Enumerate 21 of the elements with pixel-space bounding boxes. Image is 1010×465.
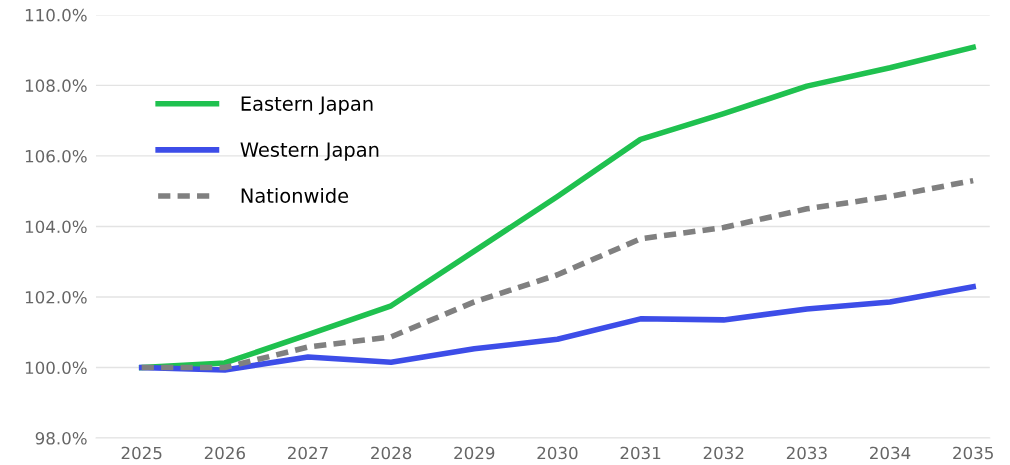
x-tick-label: 2031 (620, 446, 661, 460)
y-tick-label: 100.0% (25, 361, 87, 375)
y-tick-label: 104.0% (25, 220, 87, 234)
x-tick-label: 2029 (454, 446, 495, 460)
legend-label: Nationwide (241, 187, 349, 203)
x-tick-label: 2032 (703, 446, 744, 460)
y-tick-label: 110.0% (25, 8, 87, 22)
y-tick-label: 98.0% (35, 431, 87, 445)
x-tick-label: 2027 (287, 446, 328, 460)
x-tick-label: 2035 (953, 446, 993, 460)
x-tick-label: 2026 (204, 446, 245, 460)
x-tick-label: 2034 (870, 446, 911, 460)
y-tick-label: 108.0% (25, 79, 87, 92)
x-tick-label: 2025 (121, 446, 162, 460)
x-tick-label: 2028 (371, 446, 412, 460)
y-tick-label: 106.0% (25, 149, 87, 163)
x-tick-label: 2030 (537, 446, 578, 460)
legend-label: Western Japan (240, 142, 379, 161)
x-tick-label: 2033 (786, 446, 827, 460)
legend-label: Eastern Japan (241, 96, 373, 115)
y-tick-label: 102.0% (25, 290, 87, 304)
